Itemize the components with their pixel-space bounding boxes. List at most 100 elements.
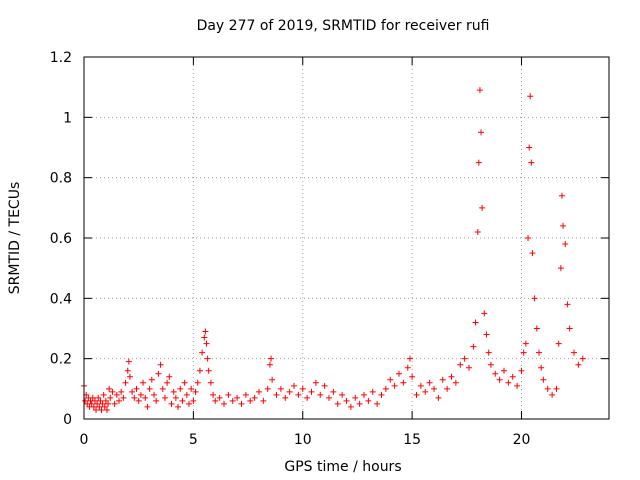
data-point — [98, 406, 105, 413]
data-point — [400, 379, 407, 386]
data-point — [409, 373, 416, 380]
data-point — [234, 394, 241, 401]
data-point — [111, 400, 118, 407]
data-point — [159, 385, 166, 392]
data-point — [356, 400, 363, 407]
data-point — [391, 382, 398, 389]
data-point — [564, 301, 571, 308]
data-point — [88, 400, 95, 407]
data-point — [496, 376, 503, 383]
data-point — [452, 379, 459, 386]
data-point — [525, 235, 532, 241]
x-axis-label: GPS time / hours — [284, 459, 401, 475]
data-point — [90, 403, 97, 410]
data-point — [312, 379, 319, 386]
data-point — [566, 325, 573, 332]
data-point — [334, 400, 341, 407]
data-point — [260, 397, 267, 404]
data-point — [93, 406, 100, 413]
data-point — [533, 325, 540, 332]
data-point — [347, 403, 354, 410]
data-point — [474, 228, 481, 235]
data-points — [81, 87, 586, 413]
data-point — [406, 355, 413, 362]
data-point — [422, 388, 429, 395]
axis-ticks: 0 0.2 0.4 0.6 0.8 1 1.2 0 5 10 15 20 — [50, 50, 609, 448]
data-point — [190, 397, 197, 404]
data-point — [247, 397, 254, 404]
data-point — [286, 388, 293, 395]
data-point — [579, 355, 586, 362]
data-point — [404, 364, 411, 371]
data-point — [343, 397, 350, 404]
data-point — [172, 394, 179, 401]
data-point — [326, 394, 332, 401]
data-point — [133, 385, 140, 392]
data-point — [124, 367, 131, 374]
data-point — [188, 385, 195, 392]
data-point — [103, 406, 110, 413]
data-point — [107, 394, 114, 401]
data-point — [151, 391, 157, 398]
y-tick-label: 0.4 — [50, 291, 72, 307]
grid-lines — [84, 57, 609, 419]
data-point — [549, 391, 556, 398]
data-point — [387, 376, 394, 383]
data-point — [268, 355, 275, 362]
data-point — [575, 361, 582, 368]
data-point — [308, 388, 315, 395]
data-point — [413, 391, 420, 398]
data-point — [518, 367, 525, 374]
data-point — [426, 379, 433, 386]
data-point — [82, 397, 89, 404]
data-point — [120, 394, 127, 401]
data-point — [470, 343, 477, 350]
data-point — [116, 397, 122, 404]
data-point — [501, 367, 507, 374]
y-tick-label: 1.2 — [50, 50, 72, 66]
data-point — [476, 87, 483, 94]
data-point — [483, 331, 490, 338]
data-point — [168, 400, 175, 407]
data-point — [94, 400, 101, 407]
chart-title: Day 277 of 2019, SRMTID for receiver ruf… — [197, 18, 490, 34]
data-point — [161, 394, 168, 401]
x-tick-label: 5 — [189, 432, 198, 448]
x-tick-label: 10 — [294, 432, 312, 448]
data-point — [540, 376, 547, 383]
data-point — [142, 394, 149, 401]
data-point — [466, 364, 472, 371]
data-point — [207, 379, 214, 386]
data-point — [144, 403, 151, 410]
data-point — [97, 397, 104, 404]
data-point — [558, 192, 565, 199]
data-point — [365, 397, 372, 404]
data-point — [203, 340, 210, 347]
data-point — [461, 355, 468, 362]
data-point — [164, 379, 171, 386]
data-point — [192, 388, 199, 395]
data-point — [96, 403, 103, 410]
data-point — [100, 391, 107, 398]
data-point — [538, 364, 545, 371]
data-point — [131, 394, 138, 401]
data-point — [155, 370, 162, 377]
data-point — [216, 394, 223, 401]
data-point — [475, 159, 482, 166]
data-point — [555, 340, 562, 347]
data-point — [431, 385, 437, 392]
data-point — [487, 361, 494, 368]
data-point — [201, 334, 208, 341]
data-point — [105, 400, 112, 407]
data-point — [439, 376, 446, 383]
data-point — [157, 361, 164, 368]
data-point — [374, 400, 381, 407]
data-point — [166, 373, 173, 380]
data-point — [122, 379, 129, 386]
data-point — [99, 400, 106, 407]
data-point — [527, 93, 534, 100]
data-point — [106, 385, 113, 392]
data-point — [478, 129, 485, 136]
data-point — [295, 391, 302, 398]
data-point — [183, 391, 190, 398]
